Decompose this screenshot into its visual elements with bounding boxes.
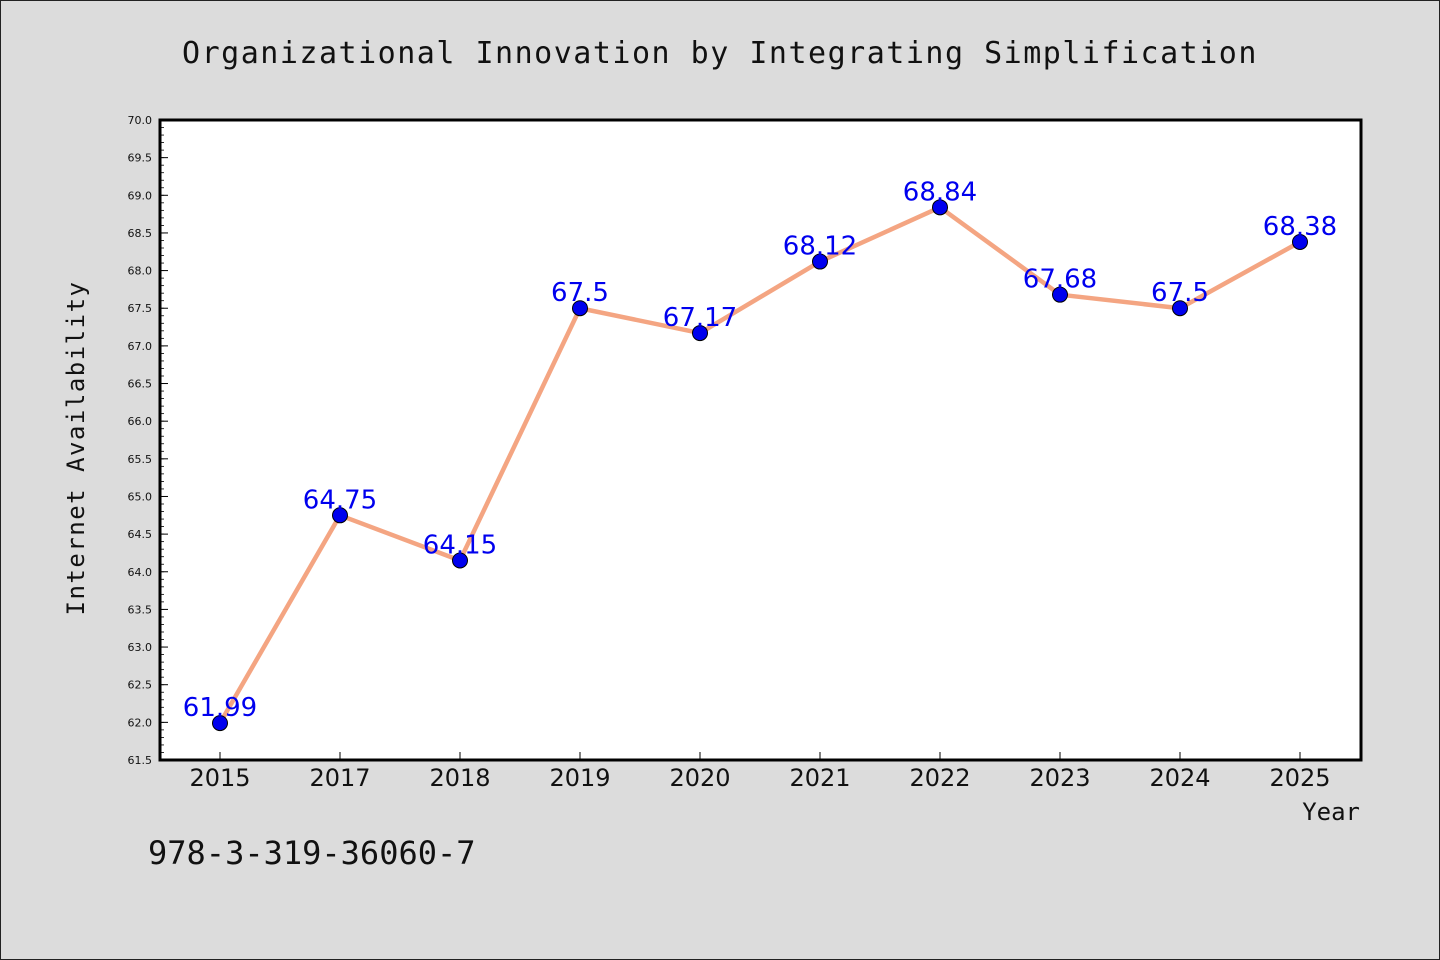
data-point bbox=[452, 552, 468, 569]
x-tick-label: 2019 bbox=[549, 764, 610, 792]
y-tick-label: 68.0 bbox=[128, 265, 153, 278]
x-tick-label: 2022 bbox=[909, 764, 970, 792]
y-tick-label: 70.0 bbox=[128, 114, 153, 127]
y-axis: 61.5 62.0 62.5 63.0 63.5 64.0 64.5 65.0 65.5 66.0… bbox=[128, 114, 168, 767]
y-axis-label: Internet Availability bbox=[62, 281, 90, 616]
data-labels: 61.99 64.75 64.15 67.5 67.17 68.12 68.84 67.68 6… bbox=[183, 177, 1337, 723]
data-label: 67.68 bbox=[1023, 265, 1097, 295]
x-tick-label: 2020 bbox=[669, 764, 730, 792]
data-label: 64.15 bbox=[423, 530, 497, 560]
x-tick-label: 2018 bbox=[429, 764, 490, 792]
x-tick-label: 2017 bbox=[309, 764, 370, 792]
data-label: 67.5 bbox=[1151, 278, 1209, 308]
data-label: 64.75 bbox=[303, 485, 377, 515]
y-tick-label: 63.5 bbox=[128, 603, 153, 616]
data-point bbox=[332, 507, 348, 524]
y-tick-label: 67.0 bbox=[128, 340, 153, 353]
series-markers bbox=[212, 199, 1308, 732]
data-label: 61.99 bbox=[183, 693, 257, 723]
plot-area bbox=[158, 118, 1363, 762]
y-tick-label: 66.5 bbox=[128, 378, 153, 391]
chart-title: Organizational Innovation by Integrating… bbox=[182, 36, 1258, 71]
y-tick-label: 61.5 bbox=[128, 754, 153, 767]
y-tick-label: 69.5 bbox=[128, 152, 153, 165]
y-tick-label: 69.0 bbox=[128, 189, 153, 202]
x-tick-label: 2025 bbox=[1269, 764, 1330, 792]
series-line-group bbox=[218, 205, 1302, 725]
y-tick-label: 66.0 bbox=[128, 415, 153, 428]
x-tick-label: 2024 bbox=[1149, 764, 1210, 792]
x-axis: 2015 2017 2018 2019 2020 2021 2022 2023 2024 2025 bbox=[189, 752, 1331, 792]
y-tick-label: 62.0 bbox=[128, 716, 153, 729]
y-tick-label: 64.0 bbox=[128, 566, 153, 579]
data-label: 68.12 bbox=[783, 232, 857, 262]
y-tick-label: 63.0 bbox=[128, 641, 153, 654]
x-tick-label: 2015 bbox=[189, 764, 250, 792]
data-point bbox=[692, 325, 708, 342]
x-tick-label: 2023 bbox=[1029, 764, 1090, 792]
data-point bbox=[572, 300, 588, 317]
y-tick-label: 62.5 bbox=[128, 679, 153, 692]
data-point bbox=[812, 253, 828, 270]
y-tick-label: 68.5 bbox=[128, 227, 153, 240]
data-point bbox=[1172, 300, 1188, 317]
data-label: 67.17 bbox=[663, 303, 737, 333]
data-point bbox=[932, 199, 948, 216]
data-point bbox=[1292, 233, 1308, 250]
series-line bbox=[218, 205, 1302, 725]
isbn-annotation: 978-3-319-36060-7 bbox=[148, 834, 476, 872]
y-tick-label: 65.5 bbox=[128, 453, 153, 466]
data-label: 68.38 bbox=[1263, 212, 1337, 242]
y-tick-label: 64.5 bbox=[128, 528, 153, 541]
y-tick-label: 65.0 bbox=[128, 490, 153, 503]
data-label: 67.5 bbox=[551, 278, 609, 308]
x-tick-label: 2021 bbox=[789, 764, 850, 792]
data-point bbox=[1052, 286, 1068, 303]
y-tick-label: 67.5 bbox=[128, 302, 153, 315]
x-axis-label: Year bbox=[1302, 798, 1360, 826]
data-label: 68.84 bbox=[903, 177, 977, 207]
data-point bbox=[212, 715, 228, 732]
